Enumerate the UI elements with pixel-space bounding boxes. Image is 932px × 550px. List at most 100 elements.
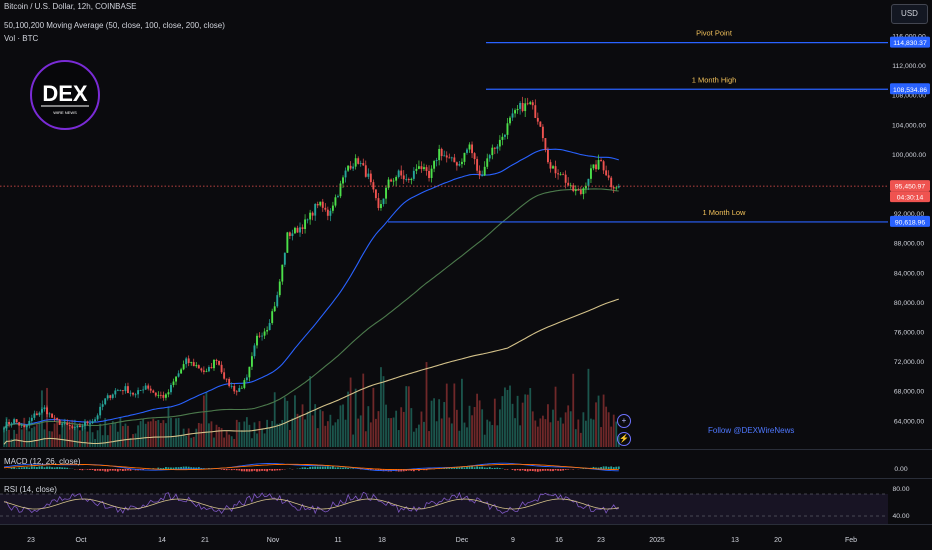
candle-body — [266, 330, 269, 332]
candle-body — [281, 264, 284, 282]
volume-bar — [455, 409, 458, 447]
candle-body — [200, 368, 203, 371]
macd-histogram-bar — [458, 466, 461, 469]
macd-histogram-bar — [541, 469, 544, 471]
candle-body — [299, 227, 301, 233]
candle-body — [261, 335, 264, 337]
candle-body — [296, 227, 299, 233]
candle-body — [76, 425, 79, 428]
macd-histogram-bar — [230, 469, 233, 471]
volume-bar — [230, 436, 233, 447]
follow-text: Follow @DEXWireNews — [708, 426, 795, 435]
plus-circle-icon[interactable]: + — [617, 414, 631, 428]
macd-histogram-bar — [321, 466, 324, 469]
volume-bar — [536, 426, 539, 447]
svg-text:WIRE NEWS: WIRE NEWS — [53, 110, 77, 115]
volume-bar — [461, 378, 463, 447]
macd-histogram-bar — [96, 469, 99, 471]
macd-histogram-bar — [567, 469, 570, 470]
volume-bar — [519, 425, 522, 447]
candle-body — [331, 205, 334, 211]
candle-body — [385, 187, 387, 199]
macd-histogram-bar — [301, 467, 304, 469]
volume-bar — [144, 423, 147, 447]
candle-body — [344, 170, 347, 178]
macd-histogram-bar — [58, 467, 61, 469]
volume-bar — [61, 421, 64, 447]
volume-bar — [478, 400, 481, 447]
time-tick: 21 — [201, 537, 209, 544]
lightning-circle-icon[interactable]: ⚡ — [617, 432, 631, 446]
candle-body — [443, 155, 446, 157]
candle-body — [3, 428, 5, 430]
volume-bar — [554, 386, 557, 447]
candle-body — [352, 166, 355, 169]
currency-button[interactable]: USD — [891, 4, 928, 24]
volume-bar — [375, 418, 377, 447]
month-low-price-tag-bg — [890, 215, 930, 227]
symbol-title: Bitcoin / U.S. Dollar, 12h, COINBASE — [4, 2, 137, 11]
candle-body — [225, 378, 228, 380]
volume-bar — [253, 422, 256, 447]
volume-bar — [369, 422, 372, 447]
macd-histogram-bar — [600, 467, 602, 469]
volume-bar — [149, 421, 152, 447]
macd-histogram-bar — [172, 467, 175, 469]
volume-bar — [405, 386, 408, 447]
volume-bar — [476, 393, 479, 447]
macd-histogram-bar — [18, 467, 21, 469]
macd-histogram-bar — [306, 467, 309, 469]
volume-bar — [228, 434, 231, 447]
candle-body — [33, 413, 36, 418]
volume-bar — [430, 400, 433, 447]
volume-bar — [567, 405, 570, 447]
candle-body — [547, 149, 549, 163]
time-tick: 2025 — [649, 537, 665, 544]
candle-body — [258, 335, 261, 337]
macd-histogram-bar — [13, 467, 16, 469]
macd-histogram-bar — [185, 466, 188, 469]
volume-bar — [342, 404, 344, 447]
candle-body — [228, 378, 231, 387]
month-low-label: 1 Month Low — [703, 208, 747, 217]
candle-body — [220, 364, 223, 373]
volume-bar — [377, 411, 380, 447]
candle-body — [192, 362, 195, 367]
macd-histogram-bar — [30, 466, 33, 469]
volume-bar — [562, 423, 565, 447]
macd-histogram-bar — [524, 469, 527, 471]
volume-bar — [387, 418, 390, 447]
volume-bar — [116, 431, 119, 447]
candle-body — [362, 163, 365, 166]
macd-histogram-bar — [602, 466, 605, 469]
volume-bar — [481, 409, 484, 447]
macd-histogram-bar — [324, 466, 327, 469]
macd-histogram-bar — [514, 469, 516, 471]
time-tick: Dec — [456, 537, 469, 544]
candle-body — [460, 161, 463, 165]
macd-histogram-bar — [124, 469, 127, 471]
candle-body — [458, 164, 461, 166]
candle-body — [144, 385, 147, 390]
price-tick: 68,000.00 — [894, 389, 924, 396]
candle-body — [207, 367, 210, 372]
volume-bar — [367, 406, 370, 447]
macd-histogram-bar — [610, 466, 613, 469]
volume-bar — [18, 421, 21, 447]
candle-body — [48, 413, 51, 415]
macd-histogram-bar — [332, 466, 334, 469]
volume-bar — [354, 388, 357, 447]
candle-body — [615, 187, 618, 189]
candle-body — [390, 179, 393, 182]
volume-bar — [304, 419, 306, 447]
macd-histogram-bar — [299, 468, 301, 469]
volume-bar — [531, 411, 534, 447]
candle-body — [347, 165, 350, 171]
candle-body — [531, 102, 534, 106]
volume-bar — [504, 387, 506, 447]
volume-bar — [23, 417, 26, 447]
candle-body — [412, 170, 415, 179]
candle-body — [170, 384, 172, 393]
candle-body — [539, 121, 542, 127]
